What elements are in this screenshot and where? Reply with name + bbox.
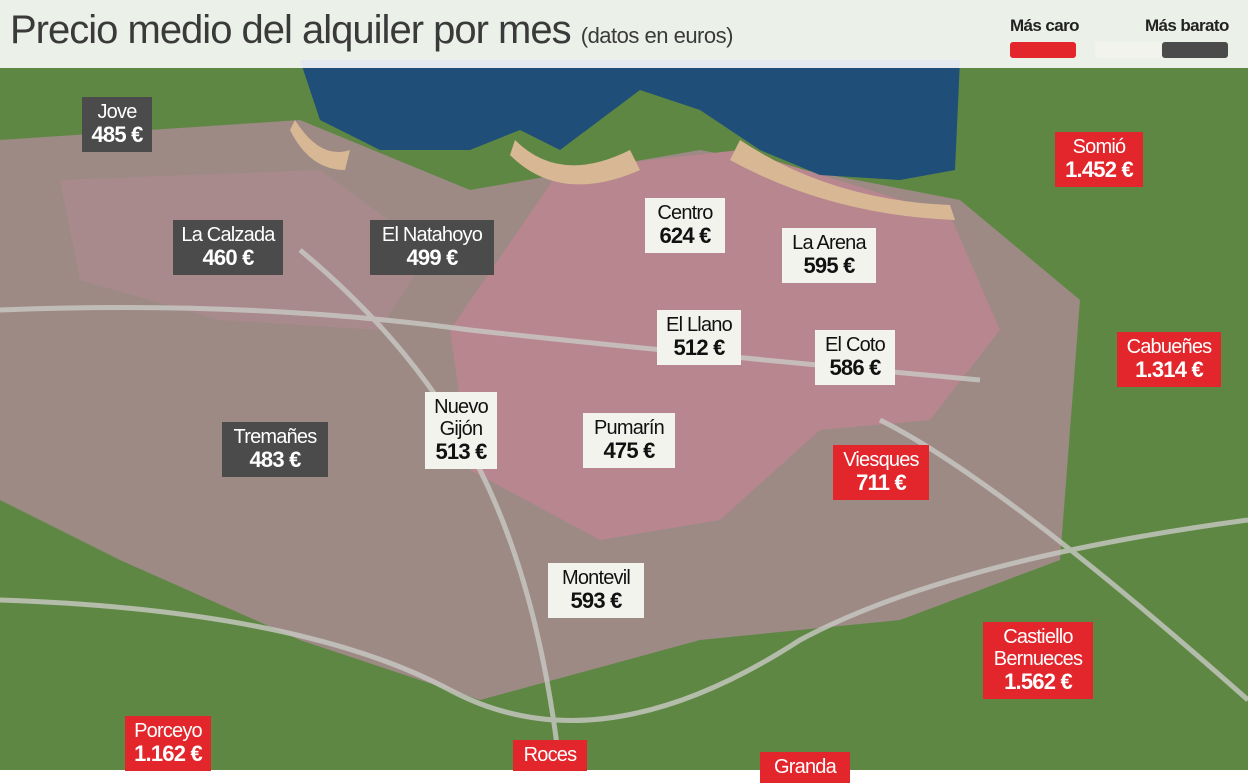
area-price: 512 € <box>673 335 725 360</box>
header: Precio medio del alquiler por mes (datos… <box>0 0 1248 68</box>
area-name: Jove <box>97 101 137 123</box>
area-label: El Natahoyo 499 € <box>370 220 494 276</box>
area-label: Castiello Bernueces 1.562 € <box>983 622 1093 700</box>
area-price: 1.562 € <box>1004 669 1073 694</box>
area-name: Nuevo Gijón <box>434 396 489 440</box>
area-name: Centro <box>657 202 713 224</box>
area-name: El Llano <box>666 314 733 336</box>
area-name: Castiello Bernueces <box>993 626 1083 670</box>
area-name: El Natahoyo <box>381 224 483 246</box>
area-label: Jove 485 € <box>82 97 152 153</box>
area-label: El Coto 586 € <box>815 330 895 386</box>
area-label: Montevil 593 € <box>548 563 644 619</box>
area-name: La Arena <box>792 232 866 254</box>
area-price: 1.314 € <box>1135 357 1204 382</box>
area-label: Granda <box>760 752 850 783</box>
area-price: 513 € <box>435 439 487 464</box>
area-label: La Arena 595 € <box>782 228 876 284</box>
area-price: 1.452 € <box>1065 157 1134 182</box>
area-label: Somió 1.452 € <box>1055 132 1143 188</box>
area-name: Granda <box>774 756 837 778</box>
area-price: 624 € <box>659 223 711 248</box>
area-name: Roces <box>523 744 578 766</box>
area-name: Porceyo <box>134 720 203 742</box>
legend-label: Más caro <box>1010 16 1080 35</box>
area-price: 460 € <box>202 245 254 270</box>
area-label: Viesques 711 € <box>833 445 929 501</box>
area-price: 485 € <box>91 122 143 147</box>
area-label: Tremañes 483 € <box>222 422 328 478</box>
area-name: El Coto <box>825 334 886 356</box>
area-price: 595 € <box>803 253 855 278</box>
legend-swatch <box>1010 42 1076 58</box>
area-label: Roces <box>513 740 587 771</box>
title: Precio medio del alquiler por mes (datos… <box>10 8 733 53</box>
area-name: Somió <box>1072 136 1127 158</box>
area-price: 711 € <box>856 470 907 495</box>
area-price: 499 € <box>406 245 458 270</box>
subtitle: (datos en euros) <box>580 23 734 48</box>
area-name: Viesques <box>843 449 919 471</box>
area-name: Tremañes <box>233 426 318 448</box>
area-label: Nuevo Gijón 513 € <box>425 392 497 470</box>
area-label: Cabueñes 1.314 € <box>1117 332 1221 388</box>
area-label: Pumarín 475 € <box>583 413 675 469</box>
legend-swatch <box>1162 42 1228 58</box>
area-label: Porceyo 1.162 € <box>125 716 211 772</box>
area-price: 475 € <box>603 438 655 463</box>
area-name: Cabueñes <box>1126 336 1213 358</box>
area-label: La Calzada 460 € <box>173 220 283 276</box>
legend-label: Más barato <box>1145 16 1229 35</box>
area-name: Pumarín <box>594 417 665 439</box>
area-price: 586 € <box>829 355 881 380</box>
area-price: 593 € <box>570 588 622 613</box>
area-name: Montevil <box>561 567 631 589</box>
area-price: 483 € <box>249 447 301 472</box>
legend-swatch <box>1095 42 1161 58</box>
area-name: La Calzada <box>181 224 275 246</box>
title-text: Precio medio del alquiler por mes <box>10 8 572 52</box>
area-label: Centro 624 € <box>645 198 725 254</box>
area-label: El Llano 512 € <box>657 310 741 366</box>
area-price: 1.162 € <box>134 741 203 766</box>
